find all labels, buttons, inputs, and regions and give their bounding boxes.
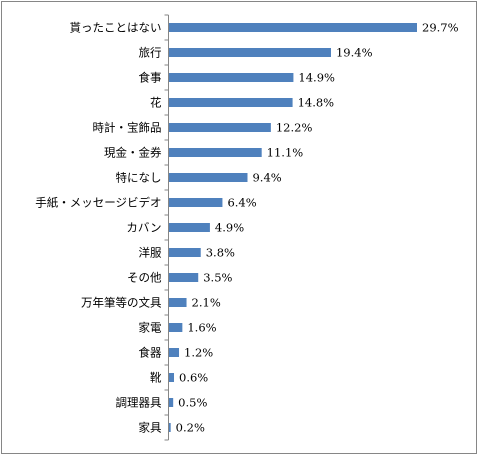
value-label: 3.8% [206, 246, 235, 260]
value-label: 0.2% [176, 421, 205, 435]
bar [169, 223, 210, 232]
value-label: 0.6% [179, 371, 208, 385]
bar [169, 398, 174, 407]
bar [169, 98, 293, 107]
value-label: 6.4% [227, 196, 256, 210]
bar [169, 123, 271, 132]
bar [169, 23, 417, 32]
category-label: 食事 [139, 71, 162, 85]
bar [169, 423, 171, 432]
value-label: 3.5% [203, 271, 232, 285]
category-label: 食器 [139, 346, 162, 360]
category-label: 貰ったことはない [70, 21, 162, 35]
category-label: 旅行 [139, 46, 162, 60]
value-label: 14.9% [298, 71, 335, 85]
value-label: 9.4% [252, 171, 281, 185]
value-label: 11.1% [267, 146, 304, 160]
category-label: 調理器具 [116, 396, 162, 410]
value-label: 29.7% [422, 21, 459, 35]
value-label: 1.2% [184, 346, 213, 360]
value-label: 4.9% [215, 221, 244, 235]
value-label: 1.6% [187, 321, 216, 335]
category-label: 現金・金券 [104, 146, 162, 160]
category-label: 洋服 [139, 246, 162, 260]
category-label: 時計・宝飾品 [93, 121, 162, 135]
value-label: 19.4% [336, 46, 373, 60]
value-label: 12.2% [276, 121, 313, 135]
category-label: 靴 [150, 371, 162, 385]
bar [169, 148, 262, 157]
bar [169, 48, 331, 57]
bar [169, 373, 175, 382]
bar [169, 323, 183, 332]
category-label: 手紙・メッセージビデオ [35, 196, 161, 210]
bar [169, 348, 180, 357]
bar [169, 273, 199, 282]
bar [169, 298, 187, 307]
bar [169, 198, 223, 207]
category-label: その他 [127, 271, 162, 285]
category-label: 特になし [116, 171, 162, 185]
bar [169, 248, 201, 257]
bar [169, 173, 248, 182]
category-label: 家具 [139, 421, 162, 435]
bar [169, 73, 294, 82]
category-label: 家電 [139, 321, 162, 335]
category-label: 花 [150, 96, 162, 110]
value-label: 2.1% [192, 296, 221, 310]
category-label: カバン [126, 221, 161, 235]
value-label: 0.5% [178, 396, 207, 410]
value-label: 14.8% [298, 96, 335, 110]
category-label: 万年筆等の文具 [81, 296, 162, 310]
